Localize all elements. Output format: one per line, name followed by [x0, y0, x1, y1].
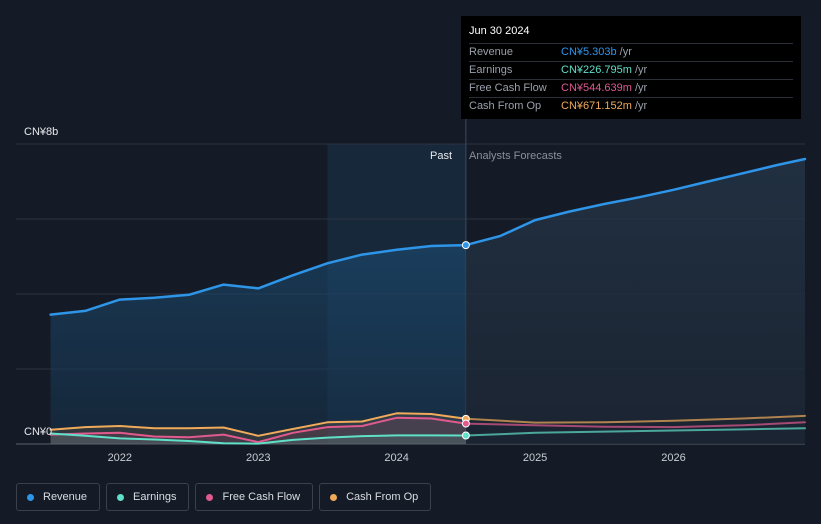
tooltip-value: CN¥226.795m	[561, 64, 632, 76]
free-cash-flow-forecast-line	[464, 421, 806, 429]
revenue-forecast-line	[464, 157, 807, 247]
legend-item-cash-from-op[interactable]: Cash From Op	[319, 483, 432, 511]
tooltip-unit: /yr	[634, 82, 648, 94]
revenue-marker	[461, 241, 470, 250]
free-cash-flow-marker	[461, 419, 470, 428]
legend-item-earnings[interactable]: Earnings	[106, 483, 190, 511]
tooltip-row-free-cash-flow: Free Cash Flow CN¥544.639m /yr	[469, 79, 793, 97]
tooltip-unit: /yr	[619, 46, 632, 58]
earnings-marker	[461, 431, 470, 440]
x-tick-label: 2026	[661, 452, 685, 464]
y-axis-min-label: CN¥0	[24, 426, 53, 438]
past-label: Past	[430, 150, 453, 162]
legend-label: Earnings	[133, 491, 177, 503]
cash-from-op-line	[49, 412, 467, 437]
tooltip-date: Jun 30 2024	[469, 25, 530, 37]
tooltip-value: CN¥5.303b	[561, 46, 617, 58]
tooltip-label: Cash From Op	[469, 100, 542, 112]
tooltip-unit: /yr	[634, 64, 648, 76]
chart-tooltip: Jun 30 2024 Revenue CN¥5.303b /yr Earnin…	[461, 16, 801, 119]
earnings-forecast-line	[464, 427, 806, 437]
tooltip-row-cash-from-op: Cash From Op CN¥671.152m /yr	[469, 97, 793, 115]
revenue-forecast-area	[465, 159, 805, 444]
revenue-line	[49, 243, 468, 316]
legend-item-revenue[interactable]: Revenue	[16, 483, 101, 511]
legend-dot-icon	[117, 493, 125, 501]
tooltip-row-revenue: Revenue CN¥5.303b /yr	[469, 43, 793, 61]
legend-label: Cash From Op	[346, 491, 419, 503]
x-tick-label: 2023	[246, 452, 270, 464]
tooltip-row-earnings: Earnings CN¥226.795m /yr	[469, 61, 793, 79]
revenue-past-area	[50, 245, 466, 444]
y-axis-max-label: CN¥8b	[24, 126, 59, 138]
x-tick-label: 2022	[108, 452, 132, 464]
tooltip-label: Earnings	[469, 64, 513, 76]
chart-legend: Revenue Earnings Free Cash Flow Cash Fro…	[16, 483, 432, 511]
tooltip-label: Free Cash Flow	[469, 82, 547, 94]
legend-label: Free Cash Flow	[222, 491, 301, 503]
forecast-label: Analysts Forecasts	[469, 150, 562, 162]
legend-dot-icon	[27, 493, 34, 501]
x-tick-label: 2024	[384, 452, 408, 464]
legend-dot-icon	[330, 493, 338, 501]
free-cash-flow-line	[49, 416, 467, 444]
legend-label: Revenue	[43, 491, 88, 503]
legend-item-free-cash-flow[interactable]: Free Cash Flow	[195, 483, 314, 511]
tooltip-label: Revenue	[469, 46, 514, 58]
tooltip-value: CN¥671.152m	[561, 100, 632, 112]
cash-from-op-forecast-line	[464, 414, 806, 424]
legend-dot-icon	[206, 493, 214, 501]
earnings-line	[49, 432, 467, 445]
tooltip-value: CN¥544.639m	[561, 82, 632, 94]
tooltip-unit: /yr	[634, 100, 648, 112]
x-tick-label: 2025	[523, 452, 547, 464]
